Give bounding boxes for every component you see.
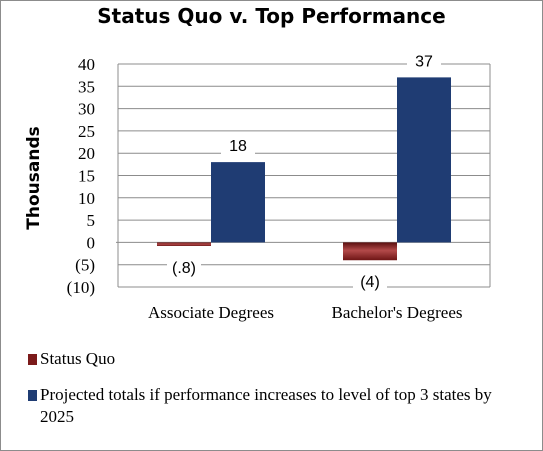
legend: Status Quo Projected totals if performan… (28, 348, 528, 442)
data-label-s1-c0: 18 (229, 138, 247, 155)
x-tick-label-0: Associate Degrees (148, 303, 274, 322)
legend-swatch-projected (28, 390, 37, 401)
y-tick-label-0: 40 (78, 55, 95, 74)
data-label-bg-s1-c0 (221, 136, 255, 156)
y-axis-label: Thousands (24, 126, 44, 229)
y-tick-label-10: (10) (67, 278, 95, 297)
y-tick-label-3: 25 (78, 122, 95, 141)
legend-label-projected: Projected totals if performance increase… (40, 385, 492, 426)
legend-item-projected: Projected totals if performance increase… (28, 384, 528, 428)
legend-swatch-status-quo (28, 354, 37, 365)
y-tick-label-9: (5) (75, 256, 95, 275)
bar-s0-c1 (343, 242, 397, 261)
y-tick-label-4: 20 (78, 144, 95, 163)
data-label-bg-s0-c1 (353, 272, 387, 292)
data-label-bg-s0-c0 (167, 257, 201, 277)
data-label-s0-c0: (.8) (172, 260, 196, 277)
y-tick-label-7: 5 (87, 211, 96, 230)
y-tick-label-2: 30 (78, 100, 95, 119)
data-label-bg-s1-c1 (407, 51, 441, 71)
legend-item-status-quo: Status Quo (28, 348, 528, 370)
chart-title: Status Quo v. Top Performance (97, 4, 446, 28)
data-label-s0-c1: (4) (360, 274, 380, 291)
y-tick-label-1: 35 (78, 77, 95, 96)
y-tick-label-8: 0 (87, 233, 96, 252)
y-tick-label-6: 10 (78, 189, 95, 208)
bar-s0-c0 (157, 242, 211, 246)
y-tick-label-5: 15 (78, 167, 95, 186)
legend-label-status-quo: Status Quo (40, 349, 116, 368)
bar-s1-c0 (211, 162, 265, 243)
x-tick-label-1: Bachelor's Degrees (332, 303, 463, 322)
data-label-s1-c1: 37 (415, 53, 433, 70)
bar-s1-c1 (397, 77, 451, 243)
